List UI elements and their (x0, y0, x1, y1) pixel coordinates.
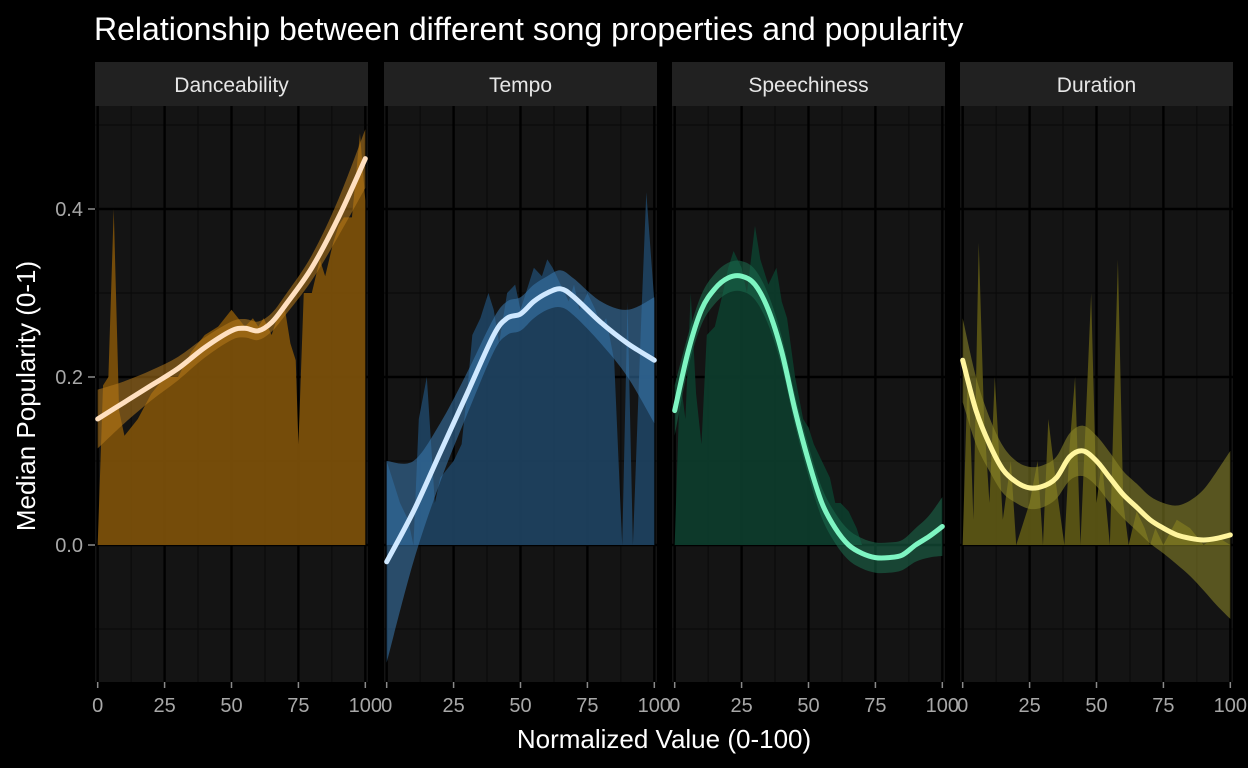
x-tick-label: 75 (864, 695, 886, 717)
x-tick-label: 75 (1152, 695, 1174, 717)
strip-label-speechiness: Speechiness (748, 74, 868, 97)
x-tick-label: 0 (957, 695, 968, 717)
x-tick-label: 100 (349, 695, 382, 717)
strip-label-danceability: Danceability (174, 74, 289, 97)
x-tick-label: 0 (381, 695, 392, 717)
strip-label-duration: Duration (1057, 74, 1136, 97)
confidence-band-danceability (97, 129, 366, 449)
plot-area (95, 129, 368, 545)
y-tick-label: 0.0 (55, 535, 83, 557)
strip-tempo (384, 62, 657, 106)
x-tick-label: 75 (287, 695, 309, 717)
plot-area (384, 192, 657, 663)
x-tick-label: 25 (153, 695, 175, 717)
x-tick-label: 25 (1018, 695, 1040, 717)
confidence-band-duration (962, 318, 1231, 619)
x-tick-label: 50 (1085, 695, 1107, 717)
panel-speechiness: Speechiness 0 25 50 75 100 (669, 62, 959, 717)
x-tick-label: 0 (92, 695, 103, 717)
area-speechiness (674, 225, 863, 546)
x-tick-label: 25 (442, 695, 464, 717)
x-tick-label: 50 (509, 695, 531, 717)
x-axis-title: Normalized Value (0-100) (517, 724, 811, 754)
smooth-line-duration (960, 357, 1233, 543)
panel-tempo: Tempo 0 25 50 75 100 (381, 62, 671, 717)
smooth-line-speechiness (672, 273, 945, 561)
x-tick-label: 75 (576, 695, 598, 717)
confidence-band-tempo (386, 270, 655, 663)
panel-danceability: Danceability 0 25 50 75 100 (92, 62, 382, 717)
strip-duration (960, 62, 1233, 106)
panel-duration: Duration 0 25 50 75 100 (957, 62, 1247, 717)
smooth-line-danceability (95, 156, 368, 422)
x-tick-label: 100 (1214, 695, 1247, 717)
y-tick-label: 0.4 (55, 199, 83, 221)
x-tick-label: 100 (926, 695, 959, 717)
x-tick-label: 25 (730, 695, 752, 717)
area-duration (962, 242, 1231, 545)
x-tick-label: 50 (220, 695, 242, 717)
strip-danceability (95, 62, 368, 106)
y-tick-label: 0.2 (55, 367, 83, 389)
chart-title: Relationship between different song prop… (94, 11, 963, 47)
x-tick-label: 50 (797, 695, 819, 717)
x-tick-label: 0 (669, 695, 680, 717)
confidence-band-speechiness (674, 260, 943, 574)
area-tempo (386, 192, 655, 545)
plot-area (672, 225, 945, 574)
strip-speechiness (672, 62, 945, 106)
smooth-line-tempo (384, 286, 657, 565)
plot-area (960, 242, 1233, 619)
y-axis: 0.0 0.2 0.4 (55, 199, 95, 557)
strip-label-tempo: Tempo (489, 74, 552, 97)
x-tick-label: 100 (638, 695, 671, 717)
y-axis-title: Median Popularity (0-1) (11, 261, 41, 531)
